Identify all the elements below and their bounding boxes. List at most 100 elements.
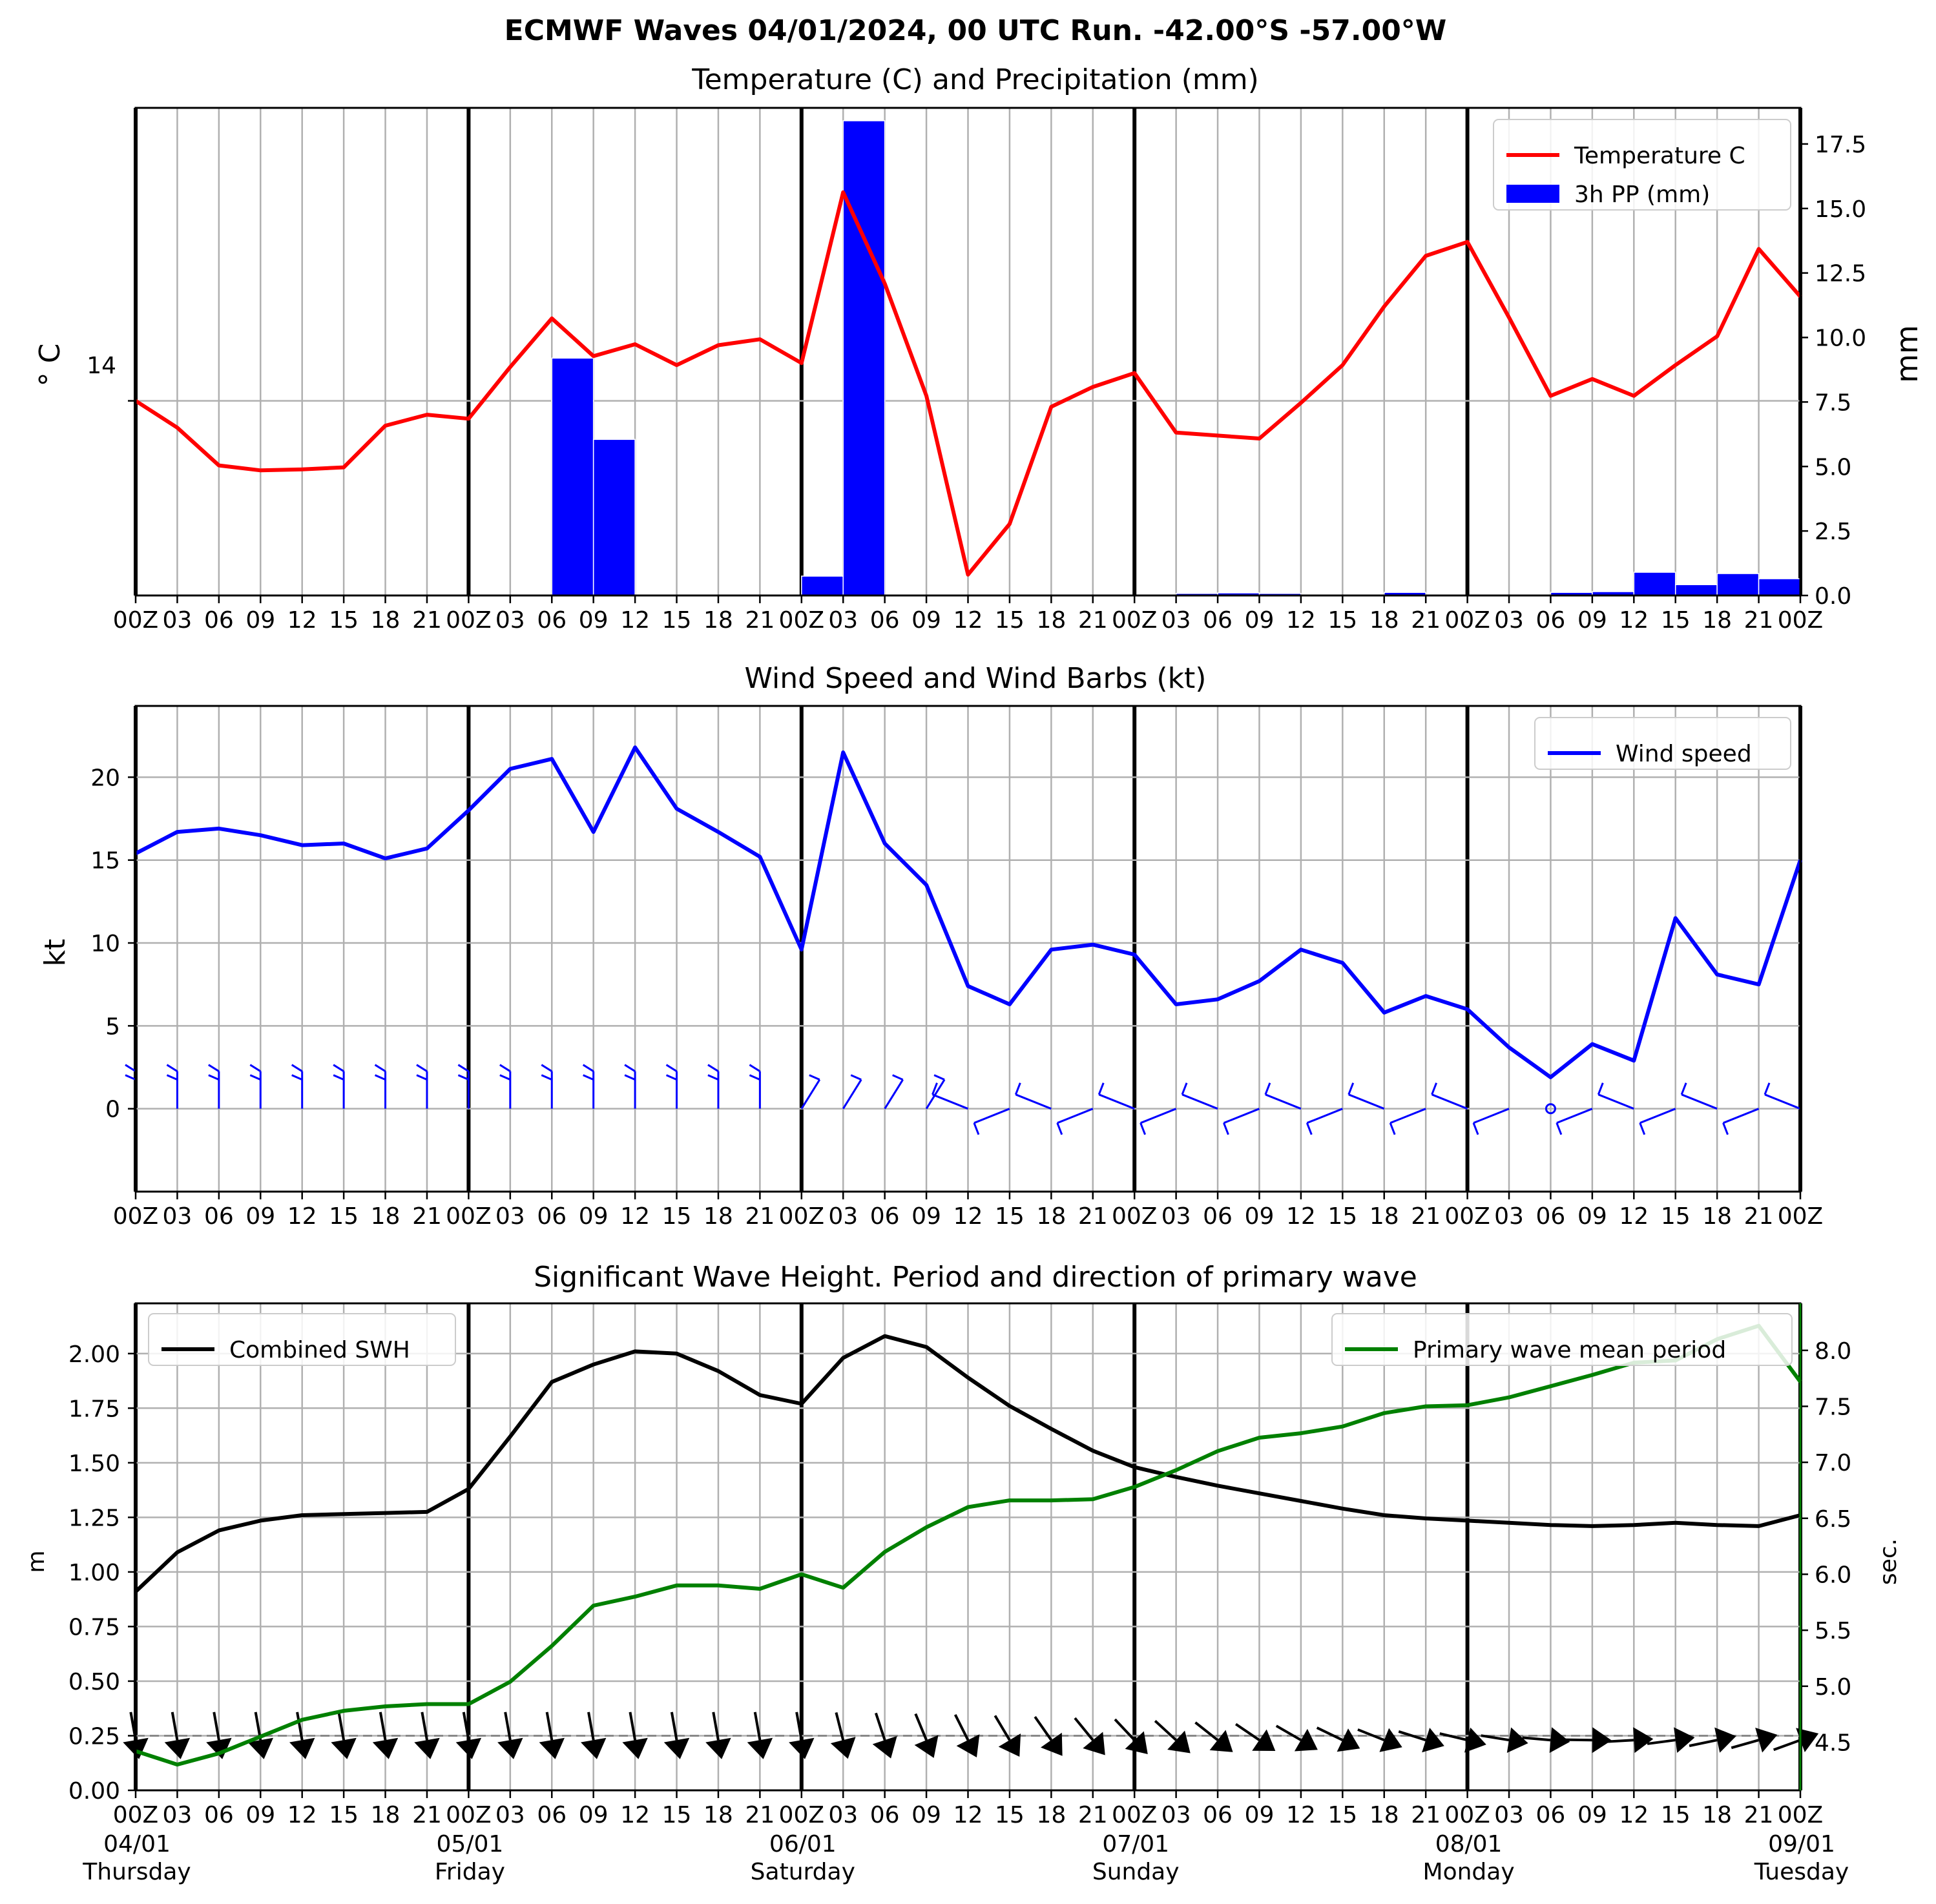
wave-arrow-shaft xyxy=(670,1712,678,1741)
wind-barb xyxy=(1722,1108,1760,1135)
panel3-y2-tick-label: 4.5 xyxy=(1815,1730,1851,1756)
weekday-label: Monday xyxy=(1423,1859,1515,1885)
panel1-x-tick-label: 21 xyxy=(1744,607,1774,634)
wind-barb-flag xyxy=(933,1074,945,1081)
panel3-x-tick-label: 03 xyxy=(163,1802,193,1828)
wind-barb-flag xyxy=(665,1064,678,1072)
wind-barb-flag xyxy=(1389,1123,1396,1135)
wind-barb-shaft xyxy=(1390,1108,1426,1124)
wind-barb-shaft xyxy=(1431,1093,1468,1110)
panel3-x-tick-label: 12 xyxy=(953,1802,983,1828)
precip-bar xyxy=(1758,578,1801,596)
wave-direction-arrow xyxy=(872,1712,897,1759)
panel1-x-tick-label: 00Z xyxy=(1112,607,1157,634)
wave-arrow-head xyxy=(956,1734,980,1758)
panel1-x-tick-label: 03 xyxy=(495,607,525,634)
panel2-axes-frame xyxy=(134,705,1802,1193)
wind-barb-flag xyxy=(624,1074,636,1081)
wind-barb xyxy=(1306,1108,1343,1135)
wave-arrow-shaft xyxy=(1316,1726,1344,1742)
panel-wind: 00Z 03 06 09 12 15 18 21 00Z 03 06 09 12 15 18 21 00Z 03 0… xyxy=(90,705,1823,1230)
panel2-x-tick-label: 18 xyxy=(1036,1203,1066,1230)
panel2-x-tick-label: 15 xyxy=(995,1203,1025,1230)
wind-barb xyxy=(1348,1082,1385,1110)
wave-arrow-head xyxy=(1592,1727,1612,1754)
wind-barb xyxy=(884,1074,904,1110)
wave-direction-arrow xyxy=(1398,1728,1444,1753)
wave-direction-arrow xyxy=(953,1713,980,1758)
panel3-y-tick-label: 0.75 xyxy=(68,1614,120,1640)
panel3-y-tick-label: 1.00 xyxy=(68,1560,120,1586)
wind-barb-shaft xyxy=(1015,1093,1052,1110)
panel2-x-tick-label: 09 xyxy=(579,1203,609,1230)
panel3-x-tick-label: 18 xyxy=(1036,1802,1066,1828)
wave-direction-arrow xyxy=(1731,1727,1778,1753)
panel3-x-tick-label: 18 xyxy=(1369,1802,1399,1828)
panel2-x-tick-label: 12 xyxy=(620,1203,650,1230)
wave-arrow-shaft xyxy=(587,1712,595,1741)
panel1-y2-tick-label: 2.5 xyxy=(1815,519,1851,545)
wave-arrow-head xyxy=(414,1737,440,1759)
wave-direction-arrow xyxy=(372,1712,399,1759)
panel1-x-tick-label: 12 xyxy=(620,607,650,634)
wind-barb-flag xyxy=(166,1074,178,1081)
wind-barb-flag xyxy=(457,1064,470,1072)
wind-barb-flag xyxy=(499,1064,511,1072)
panel2-x-tick-label: 12 xyxy=(1619,1203,1649,1230)
panel3-y2-tick-label: 6.0 xyxy=(1815,1562,1851,1588)
wave-direction-arrow xyxy=(914,1713,939,1758)
wind-barb xyxy=(333,1064,345,1109)
panel1-x-tick-label: 03 xyxy=(163,607,193,634)
wave-arrow-head xyxy=(914,1735,939,1758)
wind-barb xyxy=(1098,1082,1135,1110)
wind-barb-flag xyxy=(749,1064,761,1072)
wind-barb-flag xyxy=(457,1074,470,1081)
panel1-x-tick-label: 09 xyxy=(579,607,609,634)
wave-arrow-head xyxy=(206,1737,232,1759)
wind-barb xyxy=(208,1064,220,1109)
wave-direction-arrow xyxy=(1194,1721,1233,1752)
panel2-x-tick-label: 18 xyxy=(371,1203,401,1230)
wave-arrow-shaft xyxy=(1275,1724,1302,1741)
panel2-y-tick-label: 10 xyxy=(90,931,120,957)
panel1-x-tick-label: 00Z xyxy=(446,607,491,634)
panel1-legend-swatch xyxy=(1506,185,1559,203)
panel3-x-tick-label: 00Z xyxy=(1444,1802,1490,1828)
panel2-x-tick-label: 09 xyxy=(911,1203,941,1230)
wind-barb xyxy=(1639,1108,1676,1135)
wind-barb-shaft xyxy=(1598,1093,1634,1110)
wave-arrow-head xyxy=(1506,1727,1528,1753)
wave-direction-arrow xyxy=(1154,1719,1191,1754)
panel1-ytick-label: 14 xyxy=(87,353,116,379)
wave-arrow-head xyxy=(1674,1727,1695,1754)
wind-barb xyxy=(1223,1108,1260,1135)
panel1-x-tick-label: 09 xyxy=(1245,607,1275,634)
wind-barb-flag xyxy=(850,1074,862,1081)
wind-barb-shaft xyxy=(800,1079,821,1110)
panel1-x-tick-label: 21 xyxy=(412,607,442,634)
wind-barb xyxy=(416,1064,428,1109)
panel1-x-tick-label: 12 xyxy=(287,607,317,634)
panel3-y-tick-label: 1.25 xyxy=(68,1505,120,1531)
wind-barb-flag xyxy=(1431,1082,1437,1095)
wind-barb xyxy=(374,1064,387,1109)
wind-barb-flag xyxy=(1722,1123,1729,1135)
wind-barb-flag xyxy=(416,1074,428,1081)
panel3-x-tick-label: 09 xyxy=(1245,1802,1275,1828)
wave-arrow-head xyxy=(331,1737,357,1759)
wave-arrow-head xyxy=(1755,1727,1778,1753)
panel3-y-tick-label: 0.00 xyxy=(68,1778,120,1805)
wave-arrow-shaft xyxy=(1689,1739,1718,1748)
wind-barb-flag xyxy=(932,1082,938,1095)
panel1-y2-tick-label: 10.0 xyxy=(1815,326,1866,352)
wind-barb xyxy=(1545,1103,1556,1115)
panel1-x-tick-label: 06 xyxy=(1203,607,1233,634)
wind-barb-flag xyxy=(665,1074,678,1081)
figure-suptitle: ECMWF Waves 04/01/2024, 00 UTC Run. -42.… xyxy=(505,14,1447,47)
panel1-x-tick-label: 15 xyxy=(1327,607,1357,634)
wave-arrow-shaft xyxy=(629,1712,637,1741)
panel1-x-tick-label: 06 xyxy=(1536,607,1566,634)
wave-direction-arrow xyxy=(1439,1727,1486,1753)
wind-barb-shaft xyxy=(884,1079,904,1110)
date-label: 07/01 xyxy=(1102,1831,1169,1857)
